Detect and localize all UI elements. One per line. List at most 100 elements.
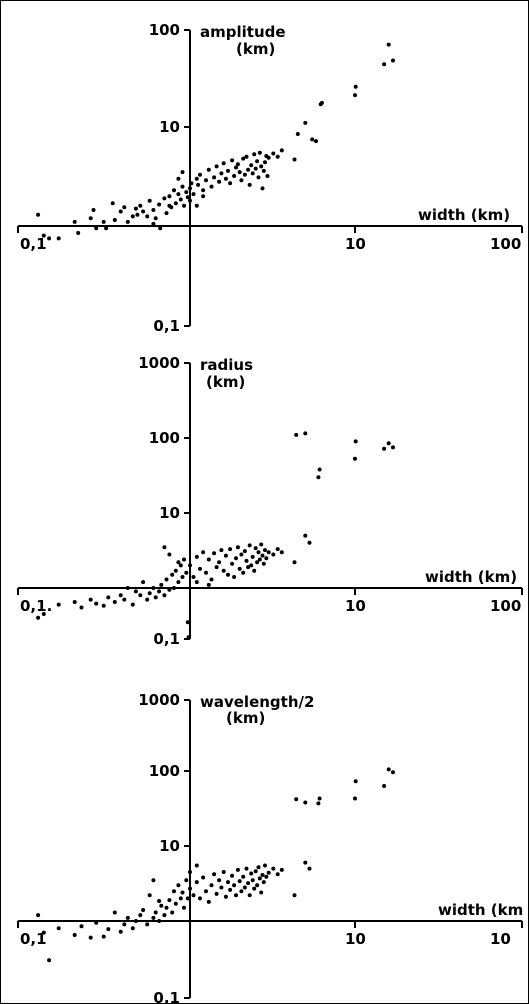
data-point: [260, 186, 265, 191]
data-point: [259, 890, 264, 895]
data-point: [252, 152, 257, 157]
data-point: [201, 875, 206, 880]
data-point: [178, 197, 183, 202]
data-point: [260, 873, 265, 877]
data-point: [157, 899, 162, 903]
data-point: [41, 612, 46, 616]
data-point: [310, 137, 315, 142]
y-axis-label: (km): [226, 709, 265, 727]
data-point: [125, 586, 130, 590]
data-point: [91, 208, 96, 212]
data-point: [204, 889, 208, 894]
data-point: [145, 597, 150, 602]
data-point: [130, 602, 135, 607]
y-axis-label: (km): [236, 40, 275, 58]
data-point: [241, 156, 246, 161]
data-point: [164, 577, 169, 582]
data-point: [47, 958, 52, 963]
x-tick-label: 10: [490, 930, 511, 948]
data-point: [221, 568, 226, 573]
data-point: [242, 172, 247, 177]
data-point: [206, 899, 211, 904]
data-point: [249, 871, 254, 876]
data-point: [188, 870, 192, 874]
data-point: [162, 196, 167, 201]
data-point: [133, 589, 138, 594]
data-point: [292, 893, 297, 898]
data-point: [214, 164, 219, 169]
data-point: [72, 933, 77, 937]
data-point: [88, 216, 93, 221]
data-point: [353, 796, 357, 801]
data-point: [206, 557, 211, 562]
data-point: [223, 553, 228, 558]
data-point: [279, 550, 284, 555]
data-point: [263, 863, 267, 868]
x-tick-label: 0,1: [20, 930, 47, 948]
data-point: [295, 132, 300, 136]
data-point: [253, 546, 258, 551]
data-point: [226, 572, 230, 577]
data-point: [153, 216, 158, 221]
scatter-panel-2: 1000 100 10 0,1 0,1. 10 100 radius(km) width (km…: [17, 354, 523, 648]
data-point: [162, 545, 167, 550]
data-point: [104, 226, 109, 231]
data-point: [94, 920, 99, 925]
data-point: [230, 158, 235, 163]
data-point: [235, 545, 240, 550]
data-point: [391, 58, 395, 63]
data-point: [118, 593, 123, 598]
data-point: [303, 431, 308, 436]
data-point: [135, 212, 140, 217]
data-point: [265, 174, 270, 178]
data-point: [223, 894, 228, 899]
y-axis-label: wavelength/2: [200, 693, 314, 711]
data-point: [189, 181, 194, 186]
data-point: [188, 886, 192, 891]
data-point: [303, 860, 308, 865]
data-point: [317, 467, 322, 472]
data-point: [241, 874, 246, 879]
data-point: [294, 797, 299, 802]
data-point: [184, 878, 189, 883]
data-point: [292, 157, 297, 162]
data-point: [185, 195, 190, 200]
data-point: [36, 913, 41, 918]
y-tick-label: 100: [149, 762, 180, 780]
data-point: [391, 445, 395, 450]
data-point: [235, 867, 240, 872]
data-point: [257, 557, 262, 562]
data-point: [242, 549, 247, 554]
x-axis-label: width (km): [418, 206, 510, 224]
data-point: [223, 176, 228, 181]
data-point: [219, 548, 224, 553]
data-point: [138, 593, 143, 598]
data-point: [41, 930, 46, 935]
data-point: [307, 540, 312, 545]
data-point: [191, 192, 196, 197]
data-point: [217, 878, 222, 883]
data-point: [56, 602, 61, 607]
data-point: [141, 908, 146, 912]
data-point: [209, 883, 214, 888]
data-point: [206, 582, 211, 587]
data-point: [234, 165, 238, 170]
data-point: [303, 800, 308, 805]
data-point: [314, 139, 318, 144]
data-point: [249, 163, 254, 168]
data-point: [261, 168, 266, 173]
data-point: [164, 211, 169, 216]
data-point: [180, 184, 185, 189]
data-point: [247, 543, 252, 548]
data-point: [264, 874, 269, 879]
data-point: [232, 174, 237, 178]
data-point: [162, 913, 167, 918]
data-point: [386, 42, 391, 47]
data-point: [250, 171, 255, 176]
data-point: [167, 587, 172, 592]
data-point: [151, 221, 156, 226]
data-point: [303, 120, 308, 125]
x-tick-label: 100: [490, 235, 521, 253]
data-point: [125, 219, 130, 224]
